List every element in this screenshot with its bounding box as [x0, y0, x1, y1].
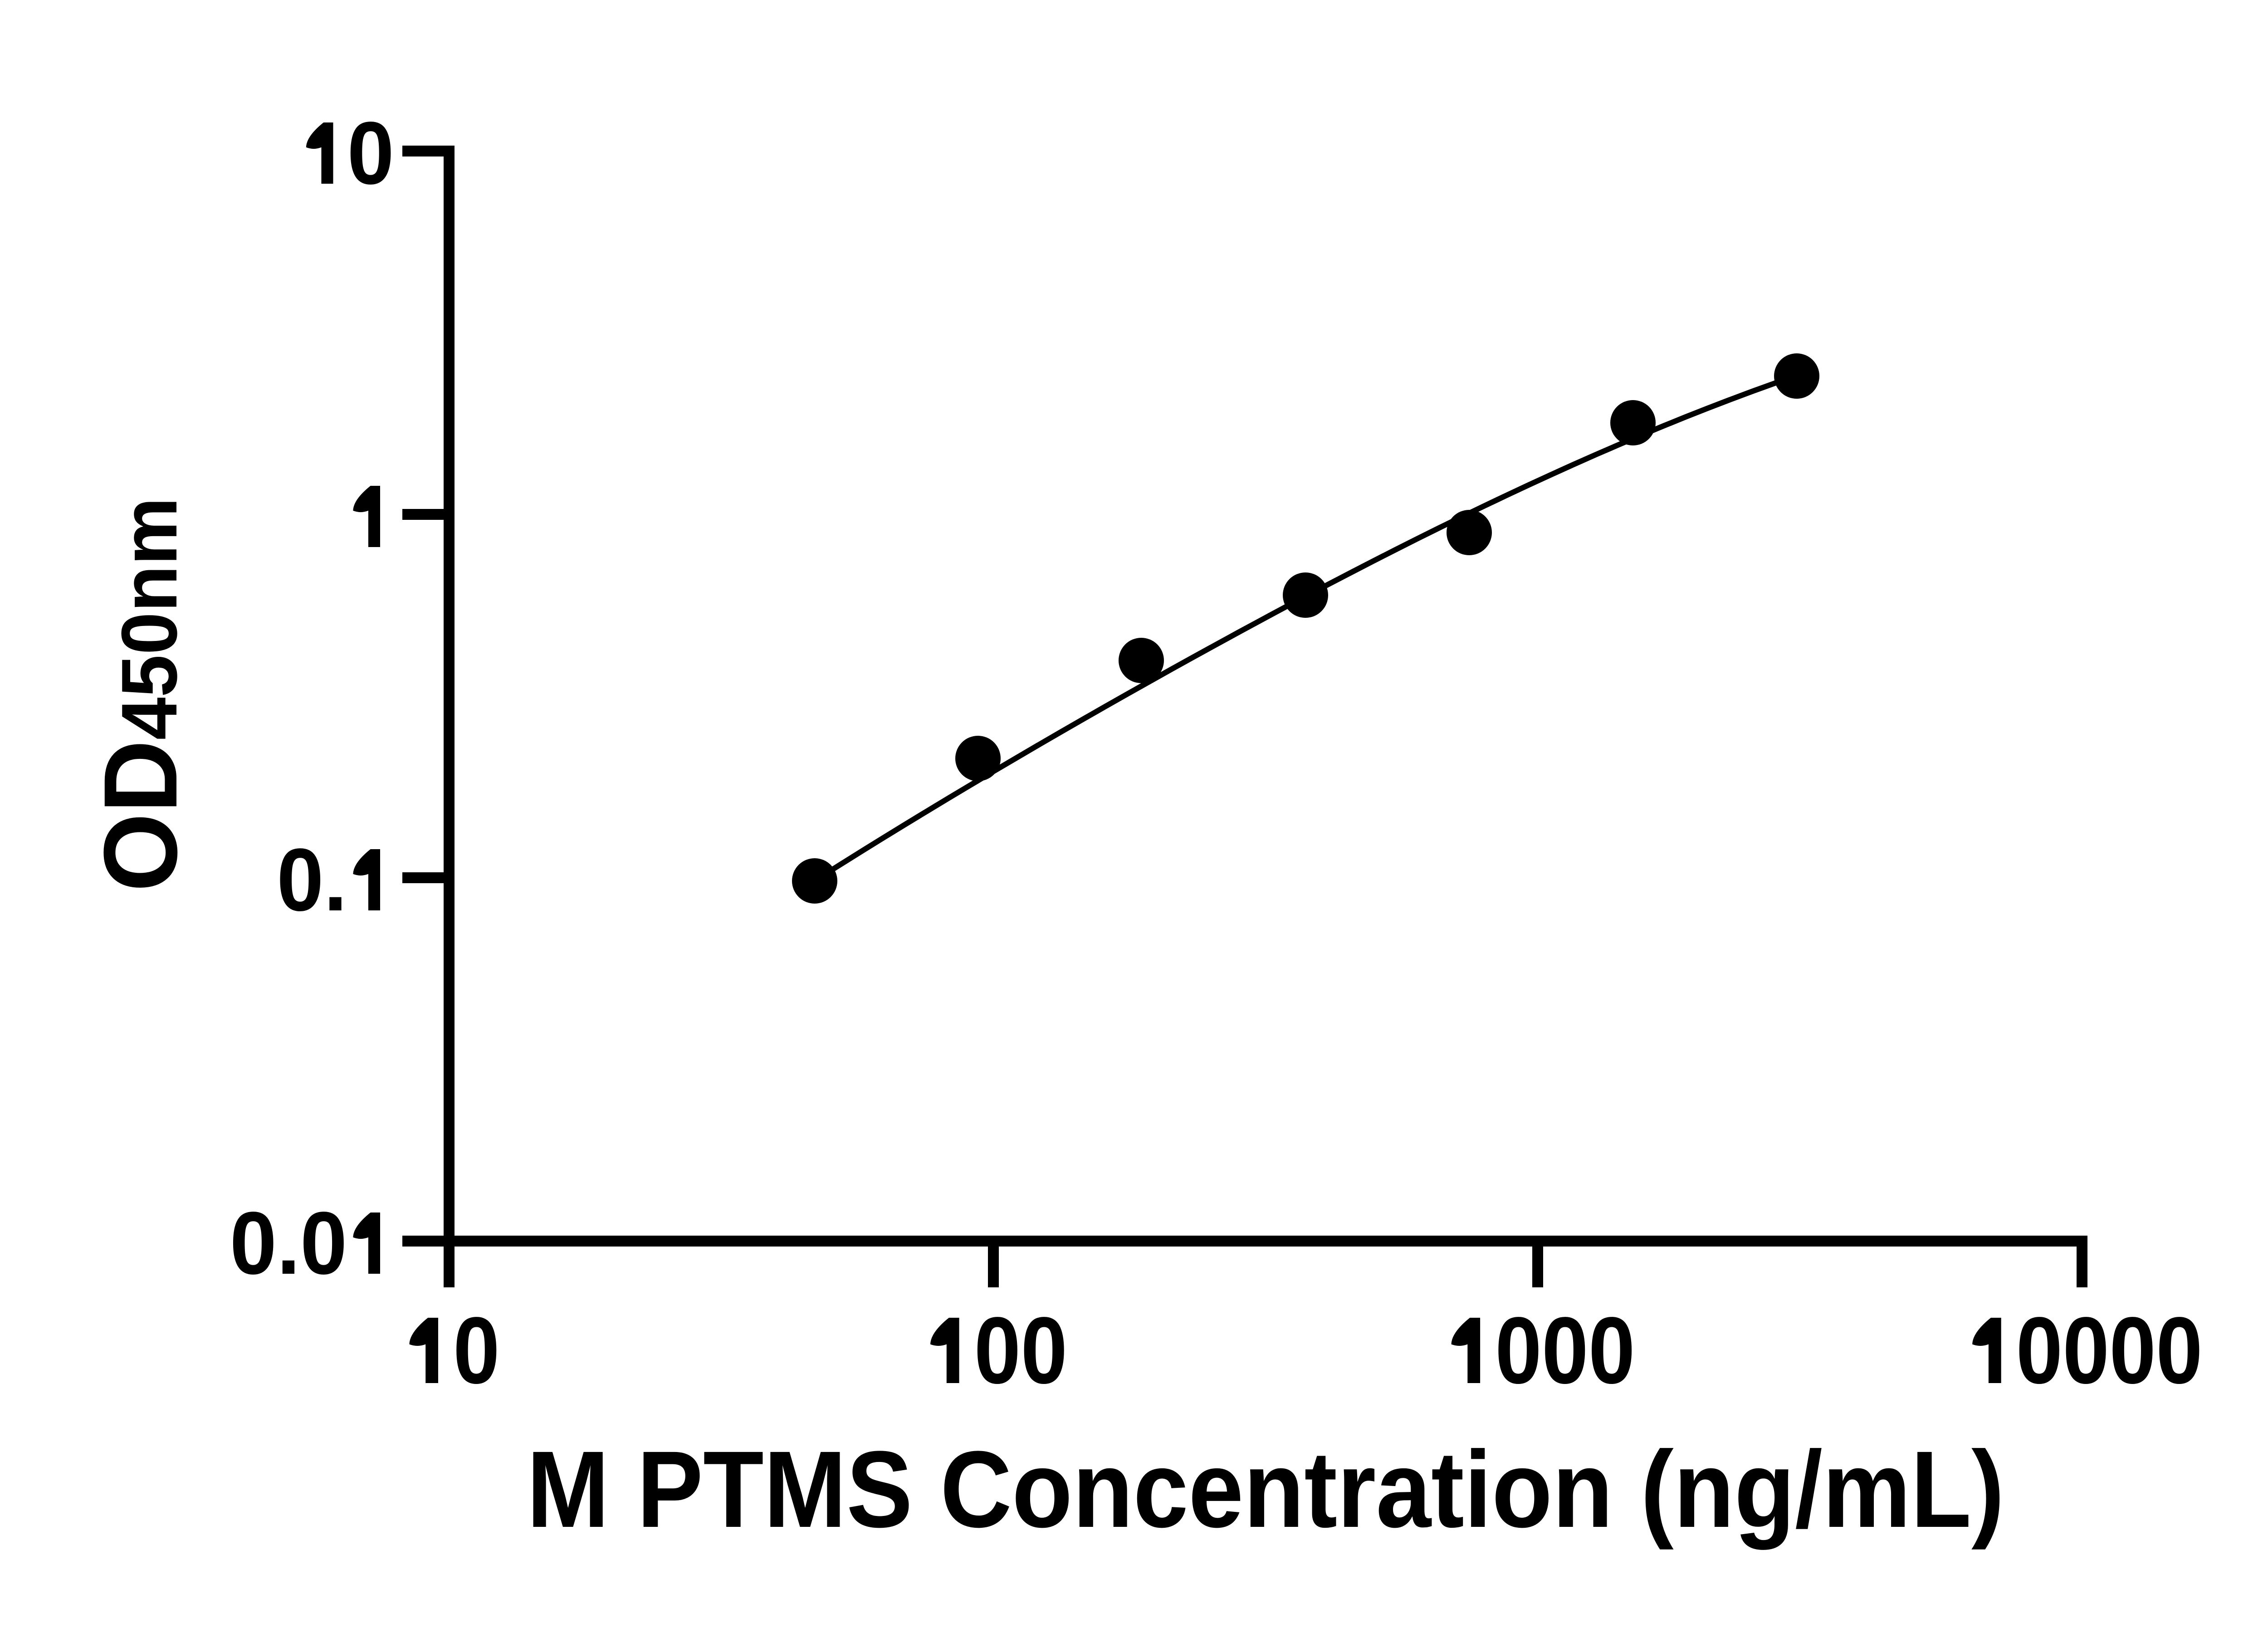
- svg-text:M PTMS Concentration (ng/mL): M PTMS Concentration (ng/mL): [527, 1428, 2004, 1550]
- svg-text:0: 0: [453, 1297, 500, 1403]
- svg-text:00: 00: [974, 1297, 1068, 1403]
- svg-text:0000: 0000: [2016, 1297, 2202, 1403]
- svg-text:000: 000: [1495, 1297, 1635, 1403]
- svg-text:0: 0: [347, 103, 394, 203]
- svg-text:0.: 0.: [277, 830, 347, 929]
- svg-text:0.0: 0.0: [230, 1193, 347, 1293]
